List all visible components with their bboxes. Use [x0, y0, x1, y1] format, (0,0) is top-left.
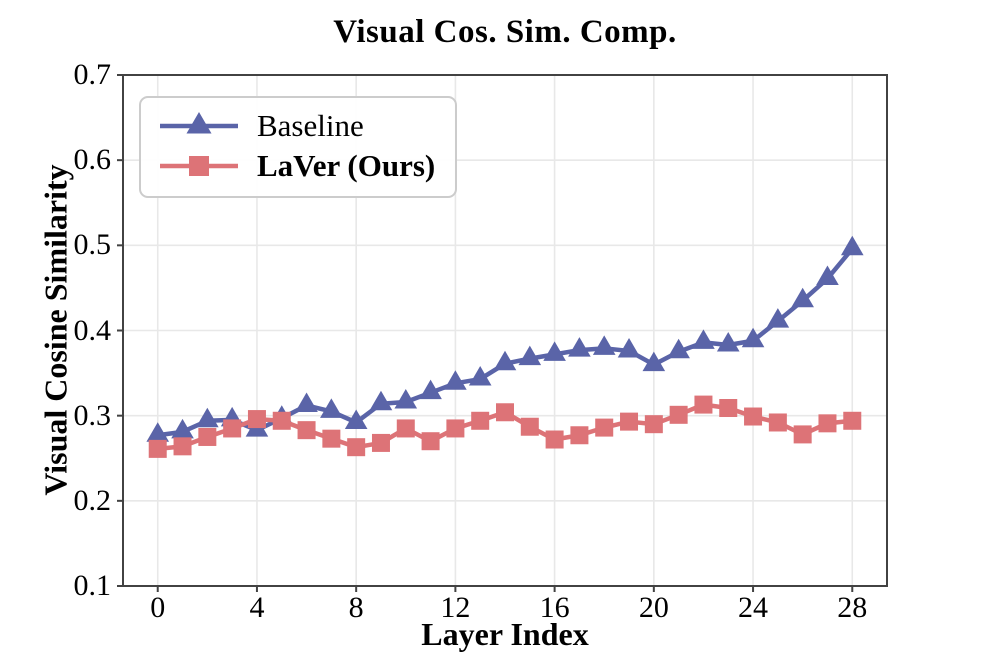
square-marker	[496, 403, 514, 422]
x-tick-label: 8	[348, 591, 364, 624]
square-marker	[595, 418, 614, 437]
square-marker	[818, 414, 837, 433]
x-axis-label: Layer Index	[421, 616, 589, 652]
square-marker	[768, 413, 787, 432]
square-marker	[471, 411, 490, 430]
x-tick-label: 20	[638, 591, 669, 624]
square-marker	[719, 399, 738, 418]
square-marker	[545, 430, 564, 449]
square-marker	[520, 417, 539, 436]
y-tick-label: 0.5	[73, 228, 112, 262]
y-tick-label: 0.7	[73, 58, 112, 91]
triangle-marker	[592, 335, 616, 355]
triangle-marker	[295, 392, 318, 412]
square-marker	[297, 421, 316, 440]
triangle-marker	[741, 327, 765, 348]
square-marker	[669, 405, 688, 424]
triangle-marker	[667, 338, 690, 359]
triangle-marker	[568, 337, 591, 357]
triangle-marker	[344, 409, 368, 429]
triangle-marker	[493, 350, 517, 371]
square-marker	[620, 412, 639, 431]
chart-title: Visual Cos. Sim. Comp.	[333, 14, 677, 50]
x-tick-label: 4	[249, 591, 265, 624]
square-marker	[421, 432, 440, 451]
y-tick-label: 0.2	[73, 483, 112, 517]
square-marker	[247, 410, 266, 429]
x-tick-label: 28	[837, 591, 868, 624]
square-marker	[694, 395, 713, 414]
square-marker	[793, 425, 812, 444]
triangle-marker	[617, 337, 641, 358]
x-tick-label: 0	[150, 591, 166, 624]
triangle-marker	[840, 235, 864, 256]
square-marker	[347, 438, 366, 457]
triangle-marker	[146, 422, 170, 442]
legend-item-0: Baseline	[155, 106, 441, 146]
square-marker	[272, 411, 291, 430]
square-marker	[446, 419, 465, 438]
x-tick-label: 24	[738, 591, 769, 624]
triangle-marker	[543, 341, 566, 361]
square-marker	[843, 411, 862, 430]
triangle-marker	[791, 287, 814, 308]
legend-label: LaVer (Ours)	[257, 148, 436, 183]
y-tick-label: 0.3	[73, 398, 112, 432]
square-legend-swatch-icon	[160, 156, 238, 176]
triangle-marker	[196, 407, 219, 428]
triangle-marker	[518, 345, 542, 366]
triangle-marker	[369, 390, 393, 411]
square-marker	[198, 427, 217, 446]
triangle-marker	[394, 389, 418, 409]
triangle-marker	[642, 351, 666, 372]
triangle-marker	[468, 366, 492, 386]
x-tick-label: 16	[539, 591, 570, 624]
square-marker	[570, 426, 589, 445]
triangle-marker	[692, 329, 715, 349]
legend-item-1: LaVer (Ours)	[155, 146, 441, 186]
triangle-marker	[716, 331, 740, 352]
square-marker	[396, 419, 415, 438]
legend-label: Baseline	[257, 108, 364, 143]
legend: Baseline LaVer (Ours)	[139, 96, 457, 198]
square-marker	[148, 439, 167, 458]
triangle-marker	[320, 398, 343, 418]
x-tick-label: 12	[440, 591, 471, 624]
square-marker	[223, 419, 242, 438]
triangle-marker	[419, 379, 442, 400]
square-marker	[371, 433, 390, 452]
square-marker	[173, 437, 192, 456]
triangle-marker	[171, 418, 194, 439]
y-tick-label: 0.1	[73, 569, 112, 602]
square-marker	[322, 429, 341, 448]
y-tick-label: 0.4	[73, 313, 112, 347]
square-marker	[644, 415, 663, 434]
triangle-marker	[444, 370, 467, 390]
square-marker	[744, 407, 763, 426]
y-tick-label: 0.6	[73, 143, 112, 177]
triangle-marker	[766, 308, 790, 328]
triangle-legend-swatch-icon	[160, 112, 238, 134]
triangle-marker	[816, 265, 839, 286]
